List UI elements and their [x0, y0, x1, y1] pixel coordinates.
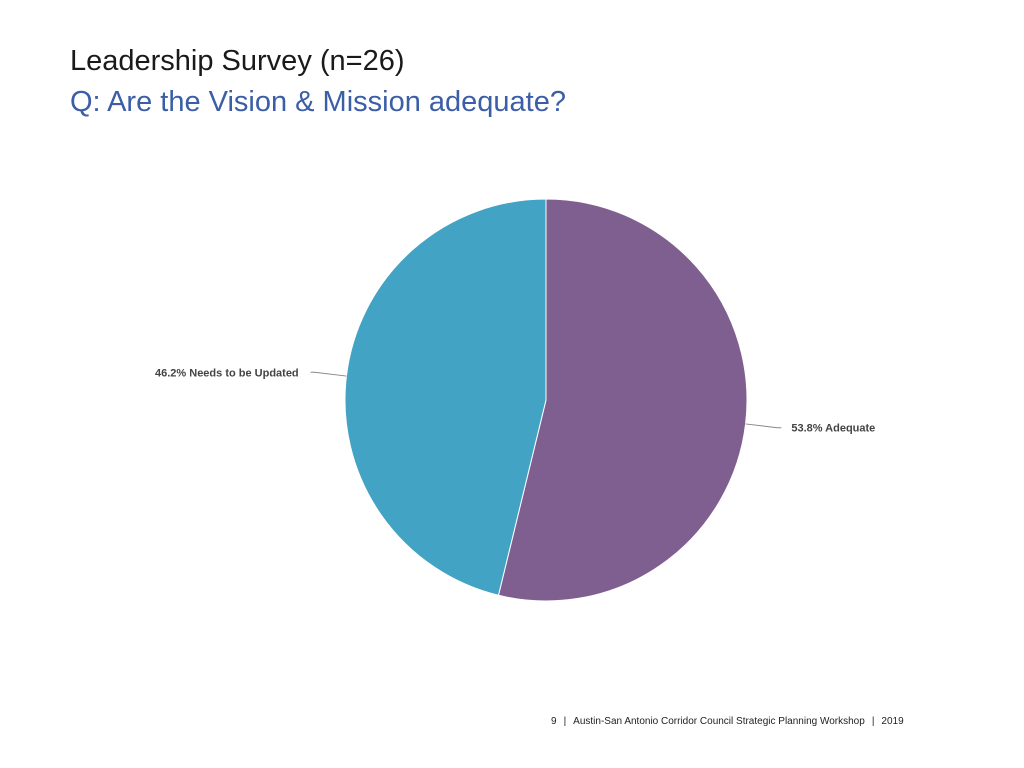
footer-year: 2019 — [881, 716, 904, 727]
footer-text: Austin-San Antonio Corridor Council Stra… — [573, 716, 865, 727]
pie-slice-label: 46.2% Needs to be Updated — [155, 367, 299, 379]
footer-page-number: 9 — [551, 716, 557, 727]
slide-title: Leadership Survey (n=26) — [70, 45, 405, 77]
pie-slice-label: 53.8% Adequate — [791, 423, 875, 435]
footer-separator: | — [563, 716, 567, 727]
footer-separator: | — [871, 716, 875, 727]
pie-slice-needs-to-be-updated — [344, 198, 547, 596]
pie-leader-line — [310, 371, 347, 377]
pie-leader-line — [745, 423, 782, 429]
slide-subtitle: Q: Are the Vision & Mission adequate? — [70, 86, 566, 118]
footer: 9 | Austin-San Antonio Corridor Council St… — [551, 716, 904, 727]
